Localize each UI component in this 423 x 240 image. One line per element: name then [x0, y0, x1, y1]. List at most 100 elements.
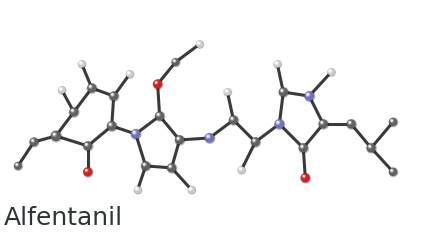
Circle shape	[330, 70, 331, 72]
Circle shape	[196, 41, 203, 48]
Circle shape	[167, 163, 176, 173]
Circle shape	[174, 60, 175, 61]
Circle shape	[133, 132, 135, 133]
Circle shape	[30, 138, 39, 147]
Circle shape	[80, 62, 82, 64]
Circle shape	[83, 168, 93, 177]
Circle shape	[349, 122, 350, 123]
Circle shape	[253, 140, 255, 141]
Circle shape	[78, 60, 85, 68]
Circle shape	[389, 118, 398, 127]
Circle shape	[305, 91, 314, 101]
Circle shape	[251, 138, 261, 147]
Circle shape	[109, 91, 118, 101]
Circle shape	[226, 90, 227, 91]
Circle shape	[58, 86, 66, 94]
Circle shape	[198, 42, 199, 43]
Circle shape	[153, 80, 163, 89]
Circle shape	[229, 115, 239, 125]
Circle shape	[347, 120, 356, 129]
Circle shape	[320, 121, 324, 124]
Circle shape	[131, 129, 141, 139]
Circle shape	[170, 166, 171, 167]
Circle shape	[111, 93, 114, 96]
Circle shape	[51, 131, 61, 141]
Circle shape	[280, 89, 284, 92]
Circle shape	[367, 144, 376, 153]
Circle shape	[157, 114, 159, 115]
Circle shape	[229, 115, 238, 125]
Circle shape	[167, 163, 177, 173]
Circle shape	[389, 168, 398, 177]
Circle shape	[112, 94, 113, 95]
Circle shape	[301, 174, 310, 183]
Circle shape	[275, 62, 278, 64]
Circle shape	[154, 81, 158, 84]
Circle shape	[136, 188, 137, 189]
Circle shape	[188, 186, 195, 194]
Circle shape	[89, 85, 92, 89]
Circle shape	[391, 170, 393, 171]
Text: Alfentanil: Alfentanil	[4, 206, 124, 230]
Circle shape	[69, 108, 79, 117]
Circle shape	[83, 141, 92, 150]
Circle shape	[225, 90, 228, 92]
Circle shape	[319, 120, 328, 129]
Circle shape	[80, 62, 81, 63]
Circle shape	[83, 167, 92, 176]
Circle shape	[328, 69, 335, 76]
Circle shape	[155, 112, 165, 121]
Circle shape	[188, 186, 195, 193]
Circle shape	[134, 186, 141, 193]
Circle shape	[16, 164, 17, 165]
Circle shape	[368, 145, 371, 148]
Circle shape	[253, 139, 256, 142]
Circle shape	[389, 118, 397, 126]
Circle shape	[206, 135, 210, 138]
Circle shape	[168, 165, 172, 168]
Circle shape	[71, 109, 74, 112]
Circle shape	[239, 168, 242, 170]
Circle shape	[128, 72, 129, 73]
Circle shape	[281, 90, 283, 91]
Circle shape	[238, 166, 245, 174]
Circle shape	[307, 94, 308, 95]
Circle shape	[172, 58, 180, 66]
Circle shape	[14, 162, 22, 170]
Circle shape	[78, 61, 86, 68]
Circle shape	[175, 136, 185, 145]
Circle shape	[190, 188, 191, 189]
Circle shape	[348, 121, 352, 124]
Circle shape	[189, 187, 192, 190]
Circle shape	[90, 86, 91, 87]
Circle shape	[177, 138, 179, 139]
Circle shape	[52, 132, 56, 136]
Circle shape	[238, 166, 245, 174]
Circle shape	[53, 133, 55, 135]
Circle shape	[276, 62, 277, 63]
Circle shape	[390, 119, 393, 122]
Circle shape	[276, 121, 280, 124]
Circle shape	[277, 122, 278, 123]
Circle shape	[299, 143, 308, 153]
Circle shape	[279, 87, 288, 97]
Circle shape	[389, 168, 397, 176]
Circle shape	[156, 82, 157, 83]
Circle shape	[274, 61, 281, 68]
Circle shape	[369, 146, 371, 147]
Circle shape	[30, 138, 38, 146]
Circle shape	[319, 120, 328, 129]
Circle shape	[207, 136, 209, 137]
Circle shape	[32, 140, 33, 141]
Circle shape	[132, 131, 136, 134]
Circle shape	[196, 41, 203, 48]
Circle shape	[58, 87, 66, 94]
Circle shape	[306, 93, 310, 96]
Circle shape	[275, 119, 284, 129]
Circle shape	[346, 120, 356, 129]
Circle shape	[143, 163, 146, 166]
Circle shape	[300, 145, 304, 148]
Circle shape	[240, 168, 241, 169]
Circle shape	[173, 60, 176, 62]
Circle shape	[85, 143, 88, 146]
